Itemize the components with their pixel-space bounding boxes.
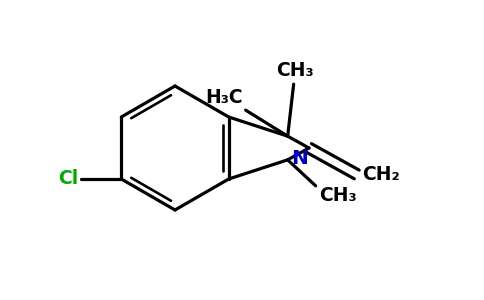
- Text: CH₃: CH₃: [318, 186, 356, 205]
- Text: CH₃: CH₃: [276, 61, 314, 80]
- Text: Cl: Cl: [58, 169, 78, 188]
- Text: N: N: [291, 149, 307, 168]
- Text: CH₂: CH₂: [362, 165, 399, 184]
- Text: H₃C: H₃C: [205, 88, 242, 107]
